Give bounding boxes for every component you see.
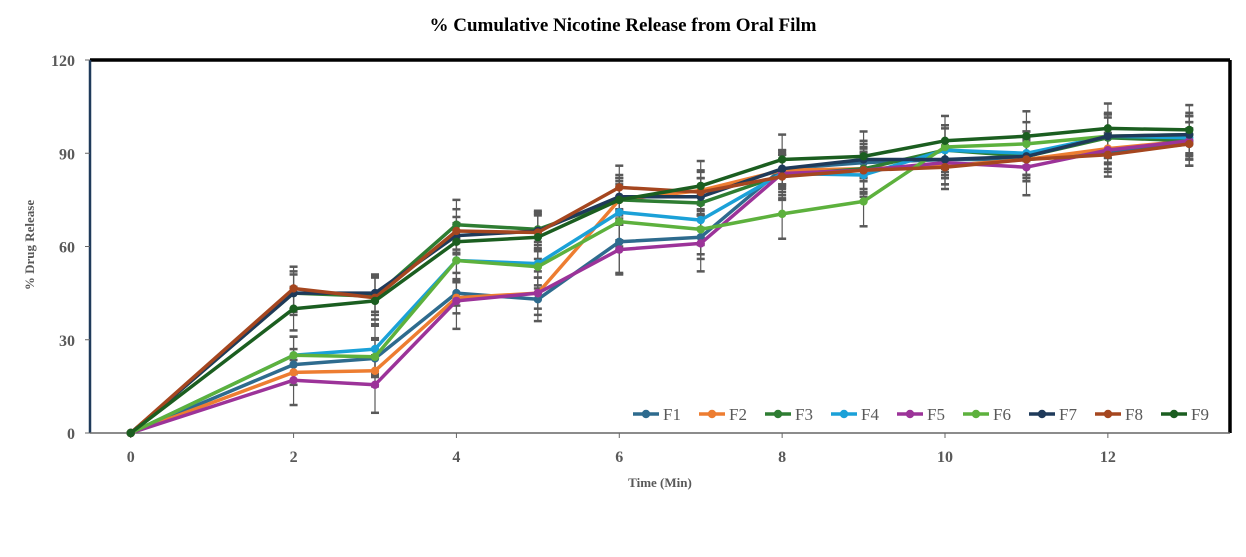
legend-swatch-marker xyxy=(707,409,717,419)
data-point-f4 xyxy=(370,344,380,354)
legend: F1 F2 F3 F4 F5 F6 F7 F8 F9 xyxy=(633,405,1209,424)
data-point-f1 xyxy=(615,237,624,247)
data-point-f8 xyxy=(940,163,950,172)
data-point-f5 xyxy=(696,239,705,248)
data-point-f4 xyxy=(696,215,705,225)
legend-label: F8 xyxy=(1125,405,1143,424)
legend-label: F6 xyxy=(993,405,1011,424)
x-tick-label: 2 xyxy=(290,449,298,466)
x-tick-label: 0 xyxy=(127,449,135,466)
data-point-f9 xyxy=(126,428,135,438)
data-point-f8 xyxy=(859,166,868,175)
legend-swatch-marker xyxy=(1103,409,1113,419)
data-point-f9 xyxy=(1022,131,1031,141)
series-line-f4 xyxy=(129,134,1190,435)
y-axis-title: % Drug Release xyxy=(22,200,37,290)
data-point-f6 xyxy=(370,352,380,362)
axis-ticks: 0 30 60 90 120 0 2 4 6 8 10 12 xyxy=(51,53,1116,466)
legend-swatch-marker xyxy=(905,409,915,419)
data-point-f2 xyxy=(370,366,380,376)
data-point-f6 xyxy=(859,197,868,206)
data-point-f1 xyxy=(289,360,298,369)
data-point-f5 xyxy=(452,296,461,306)
legend-label: F4 xyxy=(861,405,879,424)
legend-label: F1 xyxy=(663,405,681,424)
data-point-f3 xyxy=(696,198,705,208)
legend-swatch-marker xyxy=(1037,409,1047,419)
series-line-f9 xyxy=(129,126,1190,435)
data-point-f6 xyxy=(696,225,705,234)
data-point-f9 xyxy=(533,232,543,242)
data-point-f8 xyxy=(615,183,624,192)
y-tick-label: 60 xyxy=(59,240,75,257)
data-point-f8 xyxy=(1022,155,1031,164)
data-point-f3 xyxy=(452,220,461,229)
data-point-f5 xyxy=(289,375,298,385)
legend-label: F7 xyxy=(1059,405,1077,424)
legend-swatch-marker xyxy=(839,409,849,419)
x-tick-label: 6 xyxy=(615,449,623,466)
y-tick-label: 90 xyxy=(59,146,75,163)
y-tick-label: 0 xyxy=(67,426,75,443)
legend-label: F9 xyxy=(1191,405,1209,424)
data-point-f8 xyxy=(289,284,298,293)
data-point-f7 xyxy=(940,155,950,164)
data-point-f9 xyxy=(452,237,461,247)
legend-label: F3 xyxy=(795,405,813,424)
data-point-f9 xyxy=(1185,125,1194,135)
legend-swatch-marker xyxy=(1169,409,1179,419)
data-point-f9 xyxy=(940,136,950,146)
data-point-f6 xyxy=(615,217,624,226)
data-point-f8 xyxy=(696,187,705,197)
data-point-f5 xyxy=(370,380,380,390)
data-point-f9 xyxy=(289,304,298,313)
data-point-f8 xyxy=(1185,139,1194,149)
legend-label: F5 xyxy=(927,405,945,424)
chart-title: % Cumulative Nicotine Release from Oral … xyxy=(430,15,817,36)
data-point-f4 xyxy=(615,208,624,217)
series-line-f6 xyxy=(129,132,1190,435)
legend-swatch-marker xyxy=(773,409,783,419)
data-point-f7 xyxy=(777,164,787,173)
data-point-f8 xyxy=(1103,150,1113,160)
series-line-f5 xyxy=(130,139,1190,435)
series-line-f2 xyxy=(130,139,1190,435)
y-tick-label: 120 xyxy=(51,53,75,70)
x-tick-label: 10 xyxy=(937,449,953,466)
series-line-f7 xyxy=(129,132,1190,435)
data-point-f9 xyxy=(696,181,705,191)
data-point-f7 xyxy=(1103,131,1113,141)
data-point-f1 xyxy=(696,232,705,242)
data-point-f9 xyxy=(777,155,787,164)
x-tick-label: 12 xyxy=(1100,449,1116,466)
data-point-f9 xyxy=(1103,124,1113,133)
data-point-f6 xyxy=(777,209,787,219)
y-tick-label: 30 xyxy=(59,333,75,350)
data-point-f5 xyxy=(1022,163,1031,172)
legend-swatch-marker xyxy=(971,409,981,419)
data-point-f1 xyxy=(533,295,543,304)
data-point-f8 xyxy=(777,172,787,181)
data-point-f6 xyxy=(533,262,543,271)
x-axis-title: Time (Min) xyxy=(628,475,692,490)
data-point-f5 xyxy=(615,245,624,254)
data-point-f6 xyxy=(452,256,461,265)
series-line-f3 xyxy=(129,135,1190,435)
legend-swatch-marker xyxy=(641,409,651,419)
x-tick-label: 8 xyxy=(778,449,786,466)
data-point-f6 xyxy=(1022,139,1031,149)
data-point-f2 xyxy=(289,368,298,377)
series-lines xyxy=(126,124,1194,438)
data-point-f9 xyxy=(859,152,868,161)
data-point-f5 xyxy=(533,288,543,298)
data-point-f8 xyxy=(452,226,461,236)
data-point-f9 xyxy=(370,296,380,306)
data-point-f6 xyxy=(289,351,298,360)
data-point-f9 xyxy=(615,195,624,205)
x-tick-label: 4 xyxy=(452,449,460,466)
legend-label: F2 xyxy=(729,405,747,424)
data-point-f6 xyxy=(940,142,950,152)
